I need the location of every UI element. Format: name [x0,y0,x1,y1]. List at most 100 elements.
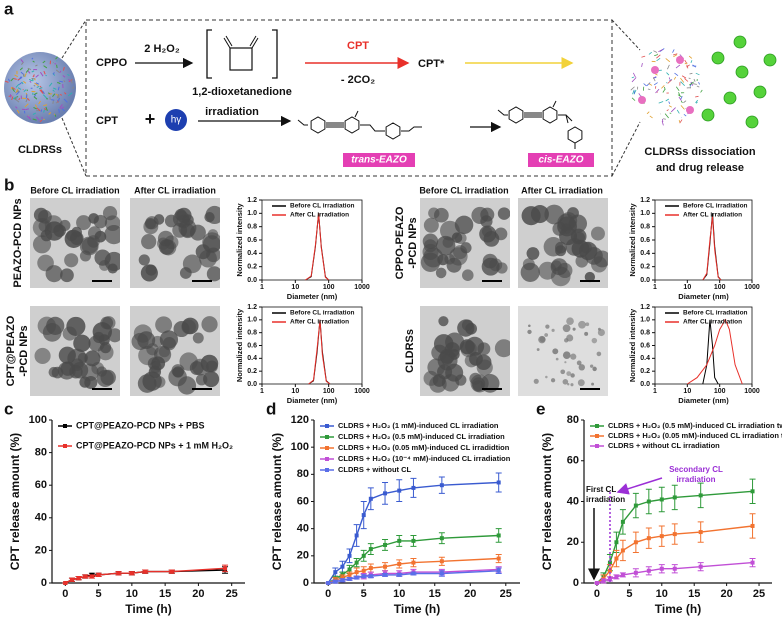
data-point [646,536,651,541]
particles [423,316,510,393]
label-box [343,153,415,167]
drug-molecule [753,85,767,99]
texture [51,99,55,101]
x-axis-label: Diameter (nm) [287,292,338,301]
texture [25,94,28,99]
particle [570,383,574,387]
particles [131,316,220,395]
particle [94,230,107,243]
particle [550,378,556,383]
data-point [354,533,359,538]
pink-dot [676,56,684,64]
texture [15,98,20,103]
data-point [439,571,444,576]
particle [168,367,187,387]
y-tick-label: 0.2 [247,264,257,271]
bond [297,119,308,126]
y-tick-label: 0.4 [247,355,257,362]
drug-molecule [723,91,737,105]
tem-image [420,306,510,396]
y-tick-label: 120 [291,414,309,426]
x-axis-label: Diameter (nm) [678,396,729,405]
texture [45,74,47,77]
texture [21,81,24,85]
data-point [368,574,373,579]
fragment [656,57,661,62]
y-tick-label: 0.8 [640,224,650,231]
fragment [673,76,677,80]
texture [23,89,27,92]
particle [592,366,597,372]
particle [201,316,218,333]
fragment [669,79,672,81]
particle [151,335,164,348]
particle [435,235,456,256]
x-tick-label: 25 [500,588,512,600]
annotation: irradiation [586,495,625,504]
particle [38,209,52,224]
fragment [683,100,687,104]
data-point [69,577,74,582]
particle [494,339,510,358]
fragment [653,82,658,86]
particle [570,353,577,360]
texture [67,73,70,76]
fragment [681,75,687,79]
particle [96,369,114,388]
y-tick-label: 0.8 [640,330,650,337]
y-tick-label: 20 [297,550,309,562]
particle [153,376,166,388]
x-tick-label: 20 [192,588,204,600]
data-point [614,574,619,579]
data-point [646,568,651,573]
fragment [658,49,663,53]
x-tick-label: 20 [464,588,476,600]
texture [27,70,31,74]
texture [63,98,68,103]
particle [76,215,92,231]
texture [54,63,57,65]
fragment [672,49,675,53]
legend-label: Before CL irradiation [290,310,355,317]
data-point [96,572,101,577]
texture [11,88,16,93]
x-tick-label: 5 [626,588,632,600]
bond [344,116,360,134]
data-point [620,572,625,577]
fragment [684,78,689,82]
x-tick-label: 1000 [354,284,370,291]
particle [149,360,162,374]
annotation: irradiation [676,475,715,484]
y-tick-label: 1.0 [247,210,257,217]
texture [42,94,48,99]
particle [539,336,546,343]
y-tick-label: 40 [35,512,47,524]
y-tick-label: 40 [297,523,309,535]
particle [141,234,157,250]
texture [48,82,53,87]
texture [40,109,43,112]
isomer-label: trans-EAZO [351,155,407,166]
texture [40,89,45,94]
annotation: First CL [586,485,616,494]
particle [179,267,192,279]
fragment [641,55,646,58]
particles [138,205,220,282]
fragment [646,82,651,87]
particle [107,263,118,274]
legend-marker [325,446,329,450]
particle [494,227,508,241]
texture [26,97,30,102]
x-tick-label: 0 [62,588,68,600]
column-header: After CL irradiation [134,185,216,195]
chart: 0.0 0.2 0.4 0.6 0.8 1.0 1.2 1 10 100 1000 Diameter … [235,304,370,405]
texture [10,77,14,82]
texture [25,98,28,103]
legend-label: After CL irradiation [290,319,349,326]
bracket [206,29,278,79]
particle [544,204,565,225]
data-point [129,571,134,576]
particle [60,361,75,376]
data-point [496,568,501,573]
tem-image [518,306,608,396]
